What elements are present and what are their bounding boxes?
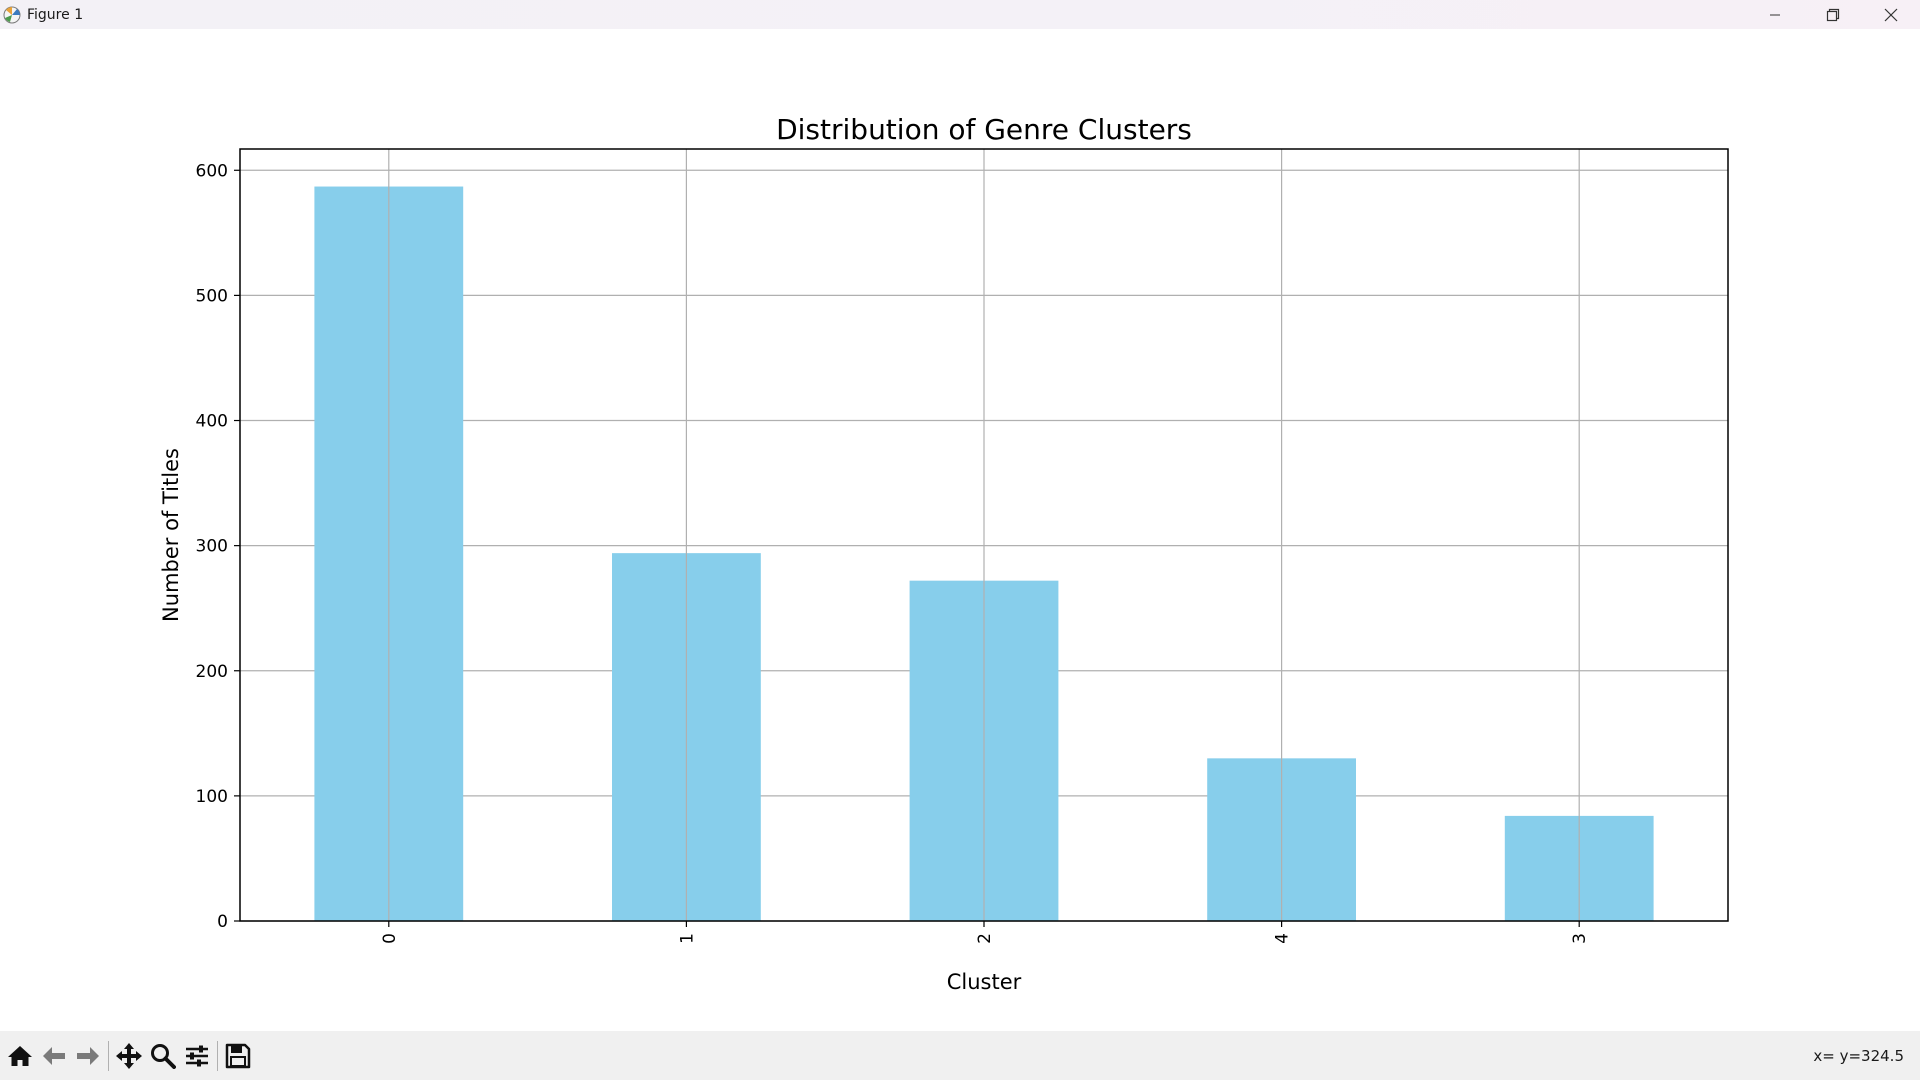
y-tick-label: 300 bbox=[196, 537, 228, 557]
close-button[interactable] bbox=[1862, 0, 1920, 29]
x-tick-label: 2 bbox=[975, 933, 995, 944]
back-button[interactable] bbox=[37, 1039, 71, 1073]
restore-button[interactable] bbox=[1804, 0, 1862, 29]
matplotlib-app-icon bbox=[2, 5, 22, 25]
x-tick-label: 3 bbox=[1570, 933, 1590, 944]
x-tick-label: 0 bbox=[380, 933, 400, 944]
configure-subplots-icon bbox=[186, 1045, 208, 1066]
bar-chart: 0 100 200 300 400 500 600 0 1 2 4 3 Distribution of… bbox=[159, 113, 1729, 994]
toolbar-separator bbox=[108, 1040, 109, 1071]
save-icon bbox=[225, 1043, 251, 1068]
cursor-coordinates: x= y=324.5 bbox=[1813, 1047, 1904, 1065]
pan-icon bbox=[116, 1042, 142, 1069]
y-tick-label: 100 bbox=[196, 787, 228, 807]
forward-button[interactable] bbox=[71, 1039, 105, 1073]
y-axis-label: Number of Titles bbox=[159, 448, 183, 622]
y-tick-label: 200 bbox=[196, 662, 228, 682]
window-title: Figure 1 bbox=[27, 6, 84, 23]
configure-subplots-button[interactable] bbox=[180, 1039, 214, 1073]
x-tick-label: 4 bbox=[1273, 933, 1293, 944]
pan-button[interactable] bbox=[112, 1039, 146, 1073]
close-icon bbox=[1884, 8, 1898, 21]
forward-arrow-icon bbox=[77, 1046, 99, 1065]
ticks-layer: 0 100 200 300 400 500 600 0 1 2 4 3 bbox=[196, 161, 1591, 944]
chart-title: Distribution of Genre Clusters bbox=[776, 113, 1192, 146]
x-axis-label: Cluster bbox=[947, 970, 1022, 994]
minimize-button[interactable] bbox=[1746, 0, 1804, 29]
window-titlebar: Figure 1 bbox=[0, 0, 1920, 29]
zoom-button[interactable] bbox=[146, 1039, 180, 1073]
toolbar-separator bbox=[217, 1040, 218, 1071]
y-tick-label: 0 bbox=[217, 912, 228, 932]
minimize-icon bbox=[1770, 14, 1780, 15]
save-button[interactable] bbox=[221, 1039, 255, 1073]
y-tick-label: 600 bbox=[196, 161, 228, 181]
y-tick-label: 400 bbox=[196, 412, 228, 432]
y-tick-label: 500 bbox=[196, 286, 228, 306]
restore-icon bbox=[1826, 8, 1840, 21]
x-tick-label: 1 bbox=[677, 933, 697, 944]
home-button[interactable] bbox=[3, 1039, 37, 1073]
home-icon bbox=[8, 1045, 32, 1066]
navigation-toolbar: x= y=324.5 bbox=[0, 1031, 1920, 1080]
back-arrow-icon bbox=[43, 1046, 65, 1065]
figure-canvas[interactable]: 0 100 200 300 400 500 600 0 1 2 4 3 Distribution of… bbox=[0, 29, 1920, 1031]
vertical-grid-layer bbox=[388, 149, 1580, 921]
zoom-icon bbox=[151, 1043, 176, 1069]
